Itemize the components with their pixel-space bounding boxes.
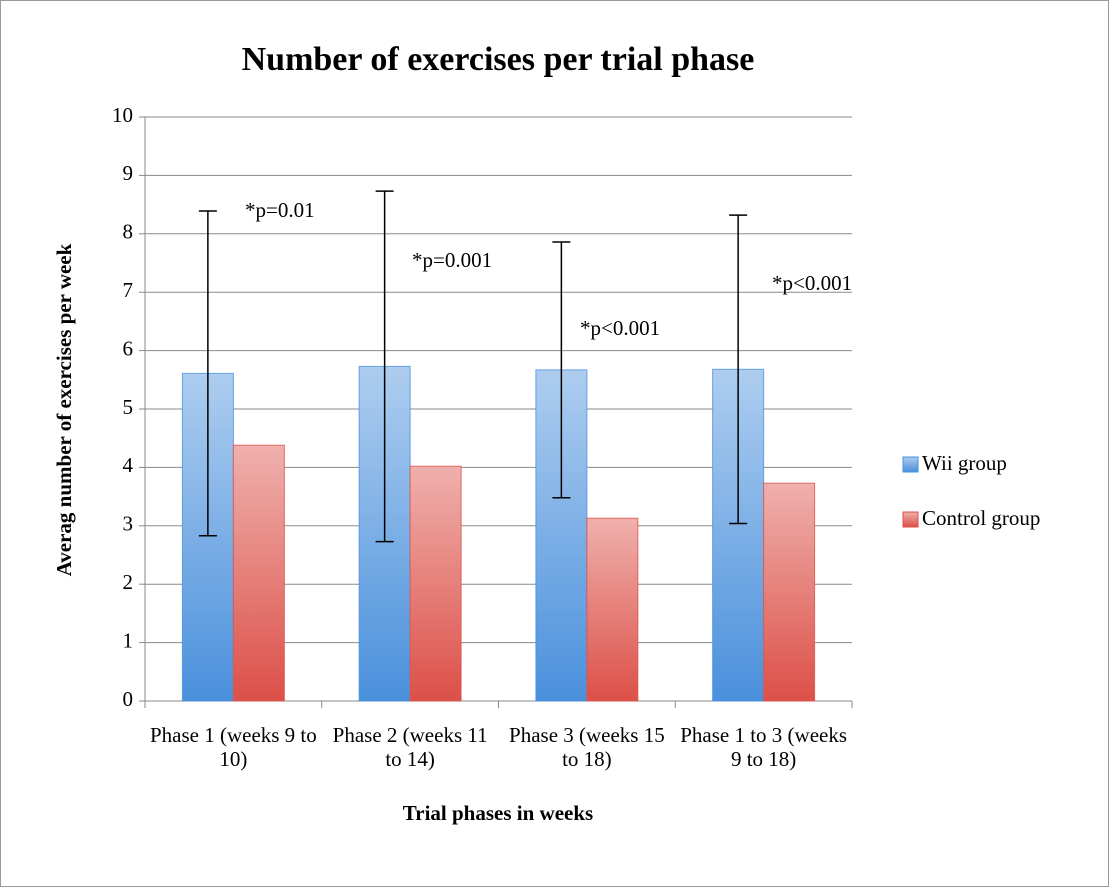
y-tick-label: 7 xyxy=(123,278,134,302)
annotation: *p=0.001 xyxy=(412,248,492,272)
annotation: *p<0.001 xyxy=(580,316,660,340)
error-bar xyxy=(729,214,748,525)
error-bar xyxy=(375,190,394,543)
legend-swatch xyxy=(902,511,919,528)
bar xyxy=(409,465,462,702)
y-tick-label: 5 xyxy=(123,395,134,419)
y-tick-label: 8 xyxy=(123,220,134,244)
x-tick-label: Phase 1 to 3 (weeks 9 to 18) xyxy=(680,723,848,771)
legend-label: Control group xyxy=(922,506,1040,530)
y-tick-label: 4 xyxy=(123,453,134,477)
y-tick-label: 1 xyxy=(123,628,134,652)
y-tick-label: 10 xyxy=(112,103,133,127)
bar xyxy=(763,482,816,702)
x-tick-label: Phase 1 (weeks 9 to 10) xyxy=(149,723,317,771)
error-bar xyxy=(552,241,571,499)
bar xyxy=(586,517,639,702)
y-tick-label: 9 xyxy=(123,161,134,185)
legend-label: Wii group xyxy=(922,451,1007,475)
bar xyxy=(232,444,285,702)
y-tick-label: 3 xyxy=(123,512,134,536)
legend-swatch xyxy=(902,456,919,473)
y-tick-label: 6 xyxy=(123,336,134,360)
annotation: *p=0.01 xyxy=(245,198,315,222)
error-bar xyxy=(198,210,217,537)
y-tick-label: 2 xyxy=(123,570,134,594)
x-tick-label: Phase 2 (weeks 11 to 14) xyxy=(332,723,488,771)
y-axis-title: Averag number of exercises per week xyxy=(52,243,76,576)
chart-title: Number of exercises per trial phase xyxy=(242,41,755,78)
annotation: *p<0.001 xyxy=(772,271,852,295)
x-axis-title: Trial phases in weeks xyxy=(403,801,593,825)
y-tick-label: 0 xyxy=(123,687,134,711)
x-tick-label: Phase 3 (weeks 15 to 18) xyxy=(509,723,665,771)
